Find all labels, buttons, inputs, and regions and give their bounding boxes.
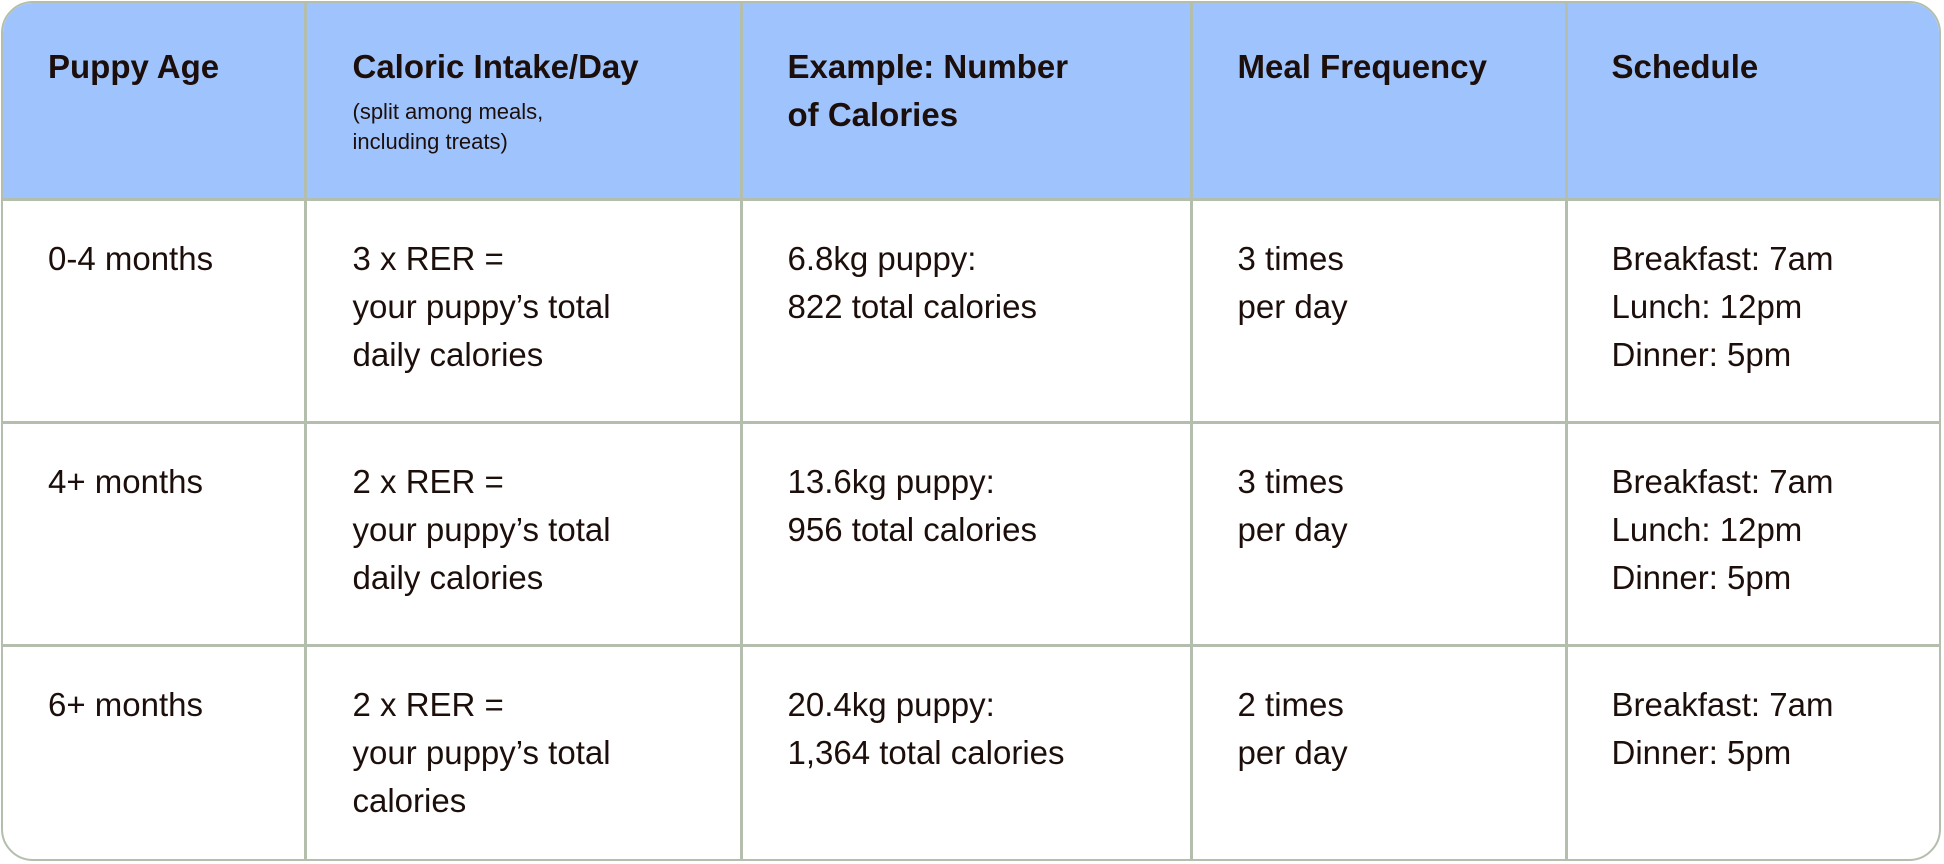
cell-puppy-age: 4+ months: [3, 422, 307, 647]
cell-text: 4+ months: [48, 462, 204, 500]
cell-schedule: Breakfast: 7am Lunch: 12pm Dinner: 5pm: [1566, 199, 1939, 424]
cell-text: Dinner: 5pm: [1611, 558, 1792, 596]
cell-text: per day: [1237, 733, 1348, 771]
cell-text: 2 x RER =: [352, 462, 504, 500]
header-title-line: Example: Number: [787, 48, 1069, 85]
cell-text: 3 x RER =: [352, 239, 504, 277]
cell-example-calories: 13.6kg puppy: 956 total calories: [741, 422, 1193, 647]
header-puppy-age: Puppy Age: [3, 3, 307, 201]
table-header: Puppy Age Caloric Intake/Day (split amon…: [3, 3, 1939, 201]
header-example-calories: Example: Number of Calories: [741, 3, 1193, 201]
cell-text: 2 times: [1237, 685, 1344, 723]
header-subtitle-line: (split among meals,: [352, 99, 544, 124]
header-title: Caloric Intake/Day: [352, 48, 639, 85]
cell-text: 6.8kg puppy:: [787, 239, 977, 277]
cell-text: calories: [352, 781, 467, 819]
cell-text: 13.6kg puppy:: [787, 462, 995, 500]
cell-text: Breakfast: 7am: [1611, 685, 1834, 723]
cell-text: your puppy’s total: [352, 287, 611, 325]
header-schedule: Schedule: [1566, 3, 1939, 201]
header-subtitle: (split among meals, including treats): [353, 97, 740, 157]
cell-text: 3 times: [1237, 462, 1344, 500]
header-subtitle-line: including treats): [352, 129, 508, 154]
header-title-line: of Calories: [787, 96, 959, 133]
cell-text: 956 total calories: [787, 510, 1037, 548]
table-body: 0-4 months 3 x RER = your puppy’s total …: [3, 199, 1939, 859]
cell-text: Dinner: 5pm: [1611, 733, 1792, 771]
cell-example-calories: 6.8kg puppy: 822 total calories: [741, 199, 1193, 424]
cell-text: 1,364 total calories: [787, 733, 1065, 771]
cell-caloric-intake: 2 x RER = your puppy’s total calories: [305, 645, 743, 859]
cell-text: daily calories: [352, 558, 544, 596]
cell-meal-frequency: 3 times per day: [1191, 199, 1568, 424]
cell-puppy-age: 0-4 months: [3, 199, 307, 424]
cell-caloric-intake: 3 x RER = your puppy’s total daily calor…: [305, 199, 743, 424]
cell-text: Lunch: 12pm: [1611, 510, 1803, 548]
table-row: 6+ months 2 x RER = your puppy’s total c…: [3, 645, 1939, 859]
cell-text: 6+ months: [48, 685, 204, 723]
cell-text: 822 total calories: [787, 287, 1037, 325]
cell-text: Breakfast: 7am: [1611, 462, 1834, 500]
cell-schedule: Breakfast: 7am Dinner: 5pm: [1566, 645, 1939, 859]
cell-text: Breakfast: 7am: [1611, 239, 1834, 277]
header-title: Puppy Age: [48, 48, 220, 85]
header-meal-frequency: Meal Frequency: [1191, 3, 1568, 201]
cell-text: 0-4 months: [48, 239, 214, 277]
cell-text: Lunch: 12pm: [1611, 287, 1803, 325]
table-row: 4+ months 2 x RER = your puppy’s total d…: [3, 422, 1939, 647]
cell-text: per day: [1237, 287, 1348, 325]
cell-text: Dinner: 5pm: [1611, 335, 1792, 373]
cell-text: your puppy’s total: [352, 510, 611, 548]
cell-meal-frequency: 2 times per day: [1191, 645, 1568, 859]
cell-text: 20.4kg puppy:: [787, 685, 995, 723]
header-row: Puppy Age Caloric Intake/Day (split amon…: [3, 3, 1939, 201]
cell-schedule: Breakfast: 7am Lunch: 12pm Dinner: 5pm: [1566, 422, 1939, 647]
cell-text: your puppy’s total: [352, 733, 611, 771]
cell-text: per day: [1237, 510, 1348, 548]
cell-caloric-intake: 2 x RER = your puppy’s total daily calor…: [305, 422, 743, 647]
cell-meal-frequency: 3 times per day: [1191, 422, 1568, 647]
header-title: Meal Frequency: [1237, 48, 1487, 85]
header-title: Schedule: [1611, 48, 1759, 85]
cell-text: 2 x RER =: [352, 685, 504, 723]
cell-text: 3 times: [1237, 239, 1344, 277]
cell-puppy-age: 6+ months: [3, 645, 307, 859]
feeding-schedule-table: Puppy Age Caloric Intake/Day (split amon…: [3, 3, 1939, 859]
table-row: 0-4 months 3 x RER = your puppy’s total …: [3, 199, 1939, 424]
header-caloric-intake: Caloric Intake/Day (split among meals, i…: [305, 3, 743, 201]
cell-text: daily calories: [352, 335, 544, 373]
cell-example-calories: 20.4kg puppy: 1,364 total calories: [741, 645, 1193, 859]
